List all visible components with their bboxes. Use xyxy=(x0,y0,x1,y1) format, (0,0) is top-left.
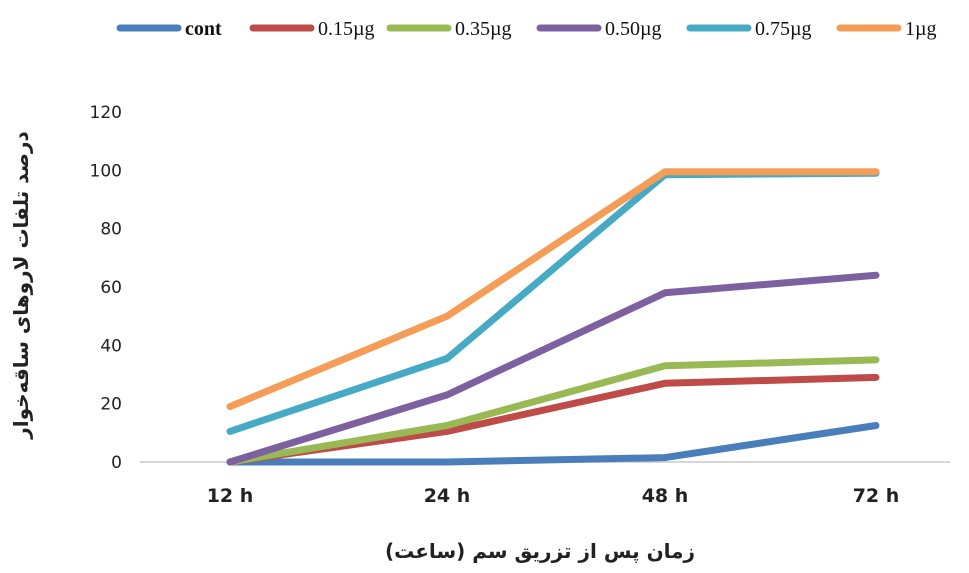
series-line-4 xyxy=(226,169,880,435)
x-tick-label: 12 h xyxy=(207,485,254,507)
legend-label: 0.15µg xyxy=(318,18,375,40)
legend-label: cont xyxy=(185,18,222,40)
y-tick-label: 40 xyxy=(100,336,122,356)
y-tick-label: 60 xyxy=(100,278,122,298)
series-line-1 xyxy=(226,373,880,466)
y-tick-label: 20 xyxy=(100,395,122,415)
series-line-2 xyxy=(226,356,880,466)
legend-label: 0.50µg xyxy=(605,18,662,40)
x-tick-label: 48 h xyxy=(642,485,689,507)
legend-label: 1µg xyxy=(905,18,937,40)
y-axis-label: درصد تلفات لاروهای ساقه‌خوار xyxy=(9,131,33,440)
x-tick-label: 72 h xyxy=(853,485,900,507)
x-axis: 12 h 24 h 48 h 72 h xyxy=(207,485,900,507)
legend-label: 0.35µg xyxy=(455,18,512,40)
y-axis: 0 20 40 60 80 100 120 xyxy=(90,103,122,473)
y-tick-label: 0 xyxy=(111,453,122,473)
x-axis-label: زمان پس از تزریق سم (ساعت) xyxy=(385,539,695,564)
series-line-5 xyxy=(226,168,880,411)
y-tick-label: 80 xyxy=(100,220,122,240)
y-tick-label: 120 xyxy=(90,103,122,123)
series-line-0 xyxy=(226,422,880,466)
x-tick-label: 24 h xyxy=(424,485,471,507)
chart-legend: cont 0.15µg 0.35µg 0.50µg 0.75µg 1µg xyxy=(116,18,937,40)
y-tick-label: 100 xyxy=(90,161,122,181)
series-lines xyxy=(226,168,880,466)
series-line-3 xyxy=(226,271,880,466)
legend-label: 0.75µg xyxy=(755,18,812,40)
